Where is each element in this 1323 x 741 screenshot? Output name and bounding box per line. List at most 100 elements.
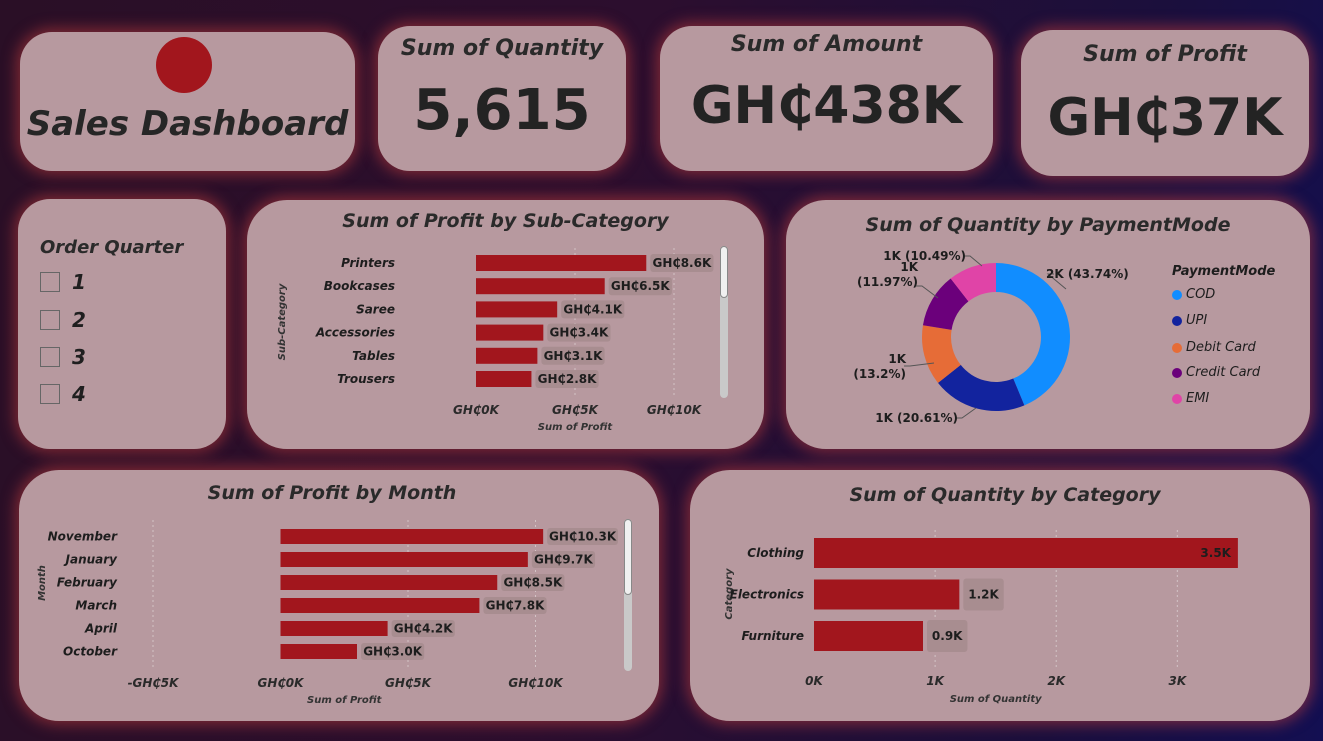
data-label-bg <box>547 323 611 342</box>
bar-november[interactable] <box>280 529 544 544</box>
legend-label: EMI <box>1186 391 1210 406</box>
slice-upi[interactable] <box>937 364 1025 411</box>
category-label-january: January <box>64 553 119 567</box>
scrollbar[interactable] <box>624 519 632 671</box>
slice-cod[interactable] <box>996 263 1070 406</box>
data-label-bg <box>927 620 968 652</box>
y-axis-title: Category <box>724 568 735 620</box>
data-label-furniture: 0.9K <box>932 629 963 643</box>
legend-label: COD <box>1186 287 1216 302</box>
x-tick-label: GH₵5K <box>385 676 433 690</box>
bar-bookcases[interactable] <box>476 278 605 295</box>
y-axis-title: Month <box>37 565 48 601</box>
bar-printers[interactable] <box>476 255 647 271</box>
legend-item-debit-card[interactable]: Debit Card <box>1172 340 1256 355</box>
bar-march[interactable] <box>280 598 480 613</box>
x-tick-label: 0K <box>805 674 824 688</box>
slice-credit-card[interactable] <box>922 278 969 330</box>
x-tick-label: GH₵10K <box>647 403 703 417</box>
bar-saree[interactable] <box>476 301 558 318</box>
bar-clothing[interactable] <box>814 538 1238 568</box>
order-quarter-slicer: Order Quarter 1 2 3 4 <box>18 199 226 449</box>
legend-item-upi[interactable]: UPI <box>1172 313 1207 328</box>
legend-label: Credit Card <box>1186 365 1261 380</box>
bar-furniture[interactable] <box>814 621 923 651</box>
legend-item-emi[interactable]: EMI <box>1172 391 1209 406</box>
legend-label: Debit Card <box>1186 340 1256 355</box>
data-label-credit-card: 1K (11.97%) <box>857 260 919 289</box>
slice-debit-card[interactable] <box>922 325 961 383</box>
legend-title: PaymentMode <box>1172 264 1276 279</box>
data-label-bg <box>650 254 714 272</box>
data-label-bg <box>483 597 547 614</box>
legend-item-credit-card[interactable]: Credit Card <box>1172 365 1260 380</box>
category-label-saree: Saree <box>356 302 395 316</box>
bar-january[interactable] <box>280 552 528 567</box>
data-label-october: GH₵3.0K <box>363 645 423 659</box>
kpi-quantity-label: Sum of Quantity <box>400 36 604 61</box>
slicer-option-3[interactable]: 3 <box>40 345 86 369</box>
x-axis-title: Sum of Profit <box>538 422 614 433</box>
data-label-bg <box>547 528 618 545</box>
checkbox[interactable] <box>40 272 60 292</box>
slicer-option-label: 2 <box>72 308 86 332</box>
bar-february[interactable] <box>280 575 498 590</box>
kpi-quantity-card: Sum of Quantity 5,615 <box>378 26 626 171</box>
category-label-accessories: Accessories <box>315 326 395 340</box>
data-label-clothing: 3.5K <box>1200 546 1231 560</box>
legend-item-cod[interactable]: COD <box>1172 287 1215 302</box>
leader-line <box>964 255 983 267</box>
category-label-printers: Printers <box>341 256 395 270</box>
category-label-march: March <box>75 599 117 613</box>
bar-electronics[interactable] <box>814 579 960 610</box>
legend-label: UPI <box>1186 313 1208 328</box>
chart-title: Sum of Quantity by PaymentMode <box>865 214 1231 236</box>
x-tick-label: GH₵5K <box>552 403 600 417</box>
data-label-accessories: GH₵3.4K <box>550 326 610 340</box>
leader-line <box>956 407 977 419</box>
scrollbar[interactable] <box>720 246 728 398</box>
quantity-by-paymentmode-chart: 2K (43.74%) 1K (20.61%) 1K (13.2%) 1K (11.97%… <box>853 249 1129 425</box>
category-label-april: April <box>84 622 118 636</box>
data-label-saree: GH₵4.1K <box>563 302 623 316</box>
kpi-profit-label: Sum of Profit <box>1083 42 1247 67</box>
kpi-amount-label: Sum of Amount <box>730 32 923 57</box>
checkbox[interactable] <box>40 384 60 404</box>
slicer-option-2[interactable]: 2 <box>40 308 86 332</box>
profit-by-month-card: Sum of Profit by Month -GH₵5K GH₵0K GH₵5K G… <box>19 470 659 721</box>
bar-trousers[interactable] <box>476 371 532 387</box>
checkbox[interactable] <box>40 347 60 367</box>
scroll-thumb[interactable] <box>624 519 632 595</box>
slicer-option-label: 3 <box>72 345 86 369</box>
slicer-title: Order Quarter <box>40 237 184 258</box>
data-label-bg <box>541 346 605 365</box>
checkbox[interactable] <box>40 310 60 330</box>
dashboard-title: Sales Dashboard <box>26 104 349 144</box>
x-tick-label: -GH₵5K <box>128 676 181 690</box>
slice-emi[interactable] <box>950 263 996 302</box>
profit-by-month-chart: -GH₵5K GH₵0K GH₵5K GH₵10K Sum of Profit Month… <box>37 520 618 706</box>
slicer-option-label: 4 <box>72 382 86 406</box>
leader-line <box>916 285 939 299</box>
data-label-tables: GH₵3.1K <box>544 349 604 363</box>
scroll-thumb[interactable] <box>720 246 728 298</box>
bar-accessories[interactable] <box>476 324 544 341</box>
category-label-electronics: Electronics <box>730 588 804 602</box>
data-label-cod: 2K (43.74%) <box>1046 267 1129 281</box>
bar-april[interactable] <box>280 621 388 636</box>
data-label-bg <box>501 574 565 591</box>
category-label-october: October <box>63 645 118 659</box>
bar-tables[interactable] <box>476 347 538 364</box>
x-tick-label: 1K <box>926 674 945 688</box>
data-label-emi: 1K (10.49%) <box>883 249 966 263</box>
data-label-electronics: 1.2K <box>968 588 999 602</box>
slicer-option-4[interactable]: 4 <box>40 382 86 406</box>
y-axis-title: Sub-Category <box>277 283 288 360</box>
slicer-option-1[interactable]: 1 <box>40 270 86 294</box>
x-tick-label: GH₵0K <box>453 403 501 417</box>
bar-october[interactable] <box>280 644 358 659</box>
legend-dot <box>1172 342 1182 353</box>
logo-circle <box>156 37 212 93</box>
data-label-debit-card: 1K (13.2%) <box>853 352 906 381</box>
kpi-profit-value: GH₵37K <box>1047 88 1283 148</box>
